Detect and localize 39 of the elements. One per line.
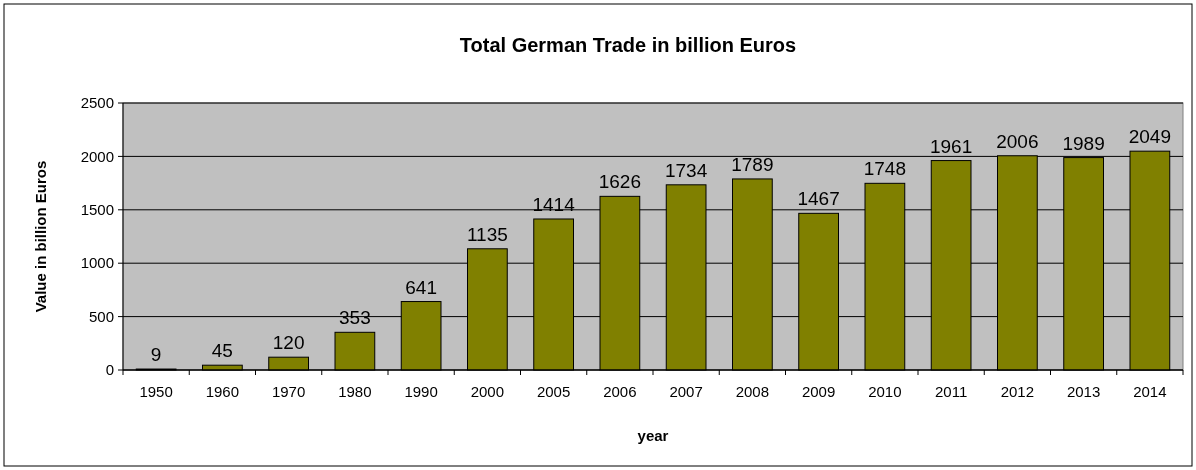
data-label: 1467 xyxy=(797,188,840,210)
x-tick-label: 2000 xyxy=(470,383,505,400)
x-tick-label: 2008 xyxy=(735,383,770,400)
x-tick-label: 2010 xyxy=(868,383,902,400)
y-axis-title: Value in billion Euros xyxy=(32,160,49,313)
data-label: 1961 xyxy=(929,135,973,157)
data-label: 1626 xyxy=(598,171,642,193)
y-tick-label: 1500 xyxy=(80,201,114,219)
data-label: 641 xyxy=(405,276,437,298)
data-label: 2006 xyxy=(996,130,1039,152)
x-tick-label: 2012 xyxy=(1000,383,1035,400)
x-tick-label: 1990 xyxy=(404,383,438,400)
y-tick-label: 2000 xyxy=(80,147,114,165)
data-label: 9 xyxy=(150,344,162,366)
x-tick-label: 1960 xyxy=(205,383,240,400)
data-label: 1135 xyxy=(466,223,508,245)
x-tick-label: 1950 xyxy=(139,383,173,400)
x-tick-label: 2013 xyxy=(1066,383,1101,400)
y-tick-label: 1000 xyxy=(80,254,114,272)
x-tick-label: 2009 xyxy=(801,383,836,400)
data-label: 1989 xyxy=(1062,132,1105,154)
x-tick-label: 2005 xyxy=(536,383,571,400)
data-label: 2049 xyxy=(1128,126,1172,148)
x-tick-label: 1970 xyxy=(271,383,306,400)
x-tick-label: 1980 xyxy=(338,383,372,400)
y-tick-label: 2500 xyxy=(80,94,114,112)
y-tick-label: 0 xyxy=(105,361,114,379)
x-axis-title: year xyxy=(637,427,669,444)
data-label: 1734 xyxy=(664,159,708,181)
x-tick-label: 2007 xyxy=(669,383,703,400)
x-tick-label: 2006 xyxy=(603,383,637,400)
x-tick-label: 2014 xyxy=(1133,383,1167,400)
data-label: 45 xyxy=(211,340,233,362)
x-tick-label: 2011 xyxy=(934,383,968,400)
y-tick-label: 500 xyxy=(88,307,114,325)
data-label: 1748 xyxy=(863,158,907,180)
data-label: 120 xyxy=(272,332,305,354)
chart-title: Total German Trade in billion Euros xyxy=(459,34,797,56)
data-label: 1789 xyxy=(731,153,774,175)
